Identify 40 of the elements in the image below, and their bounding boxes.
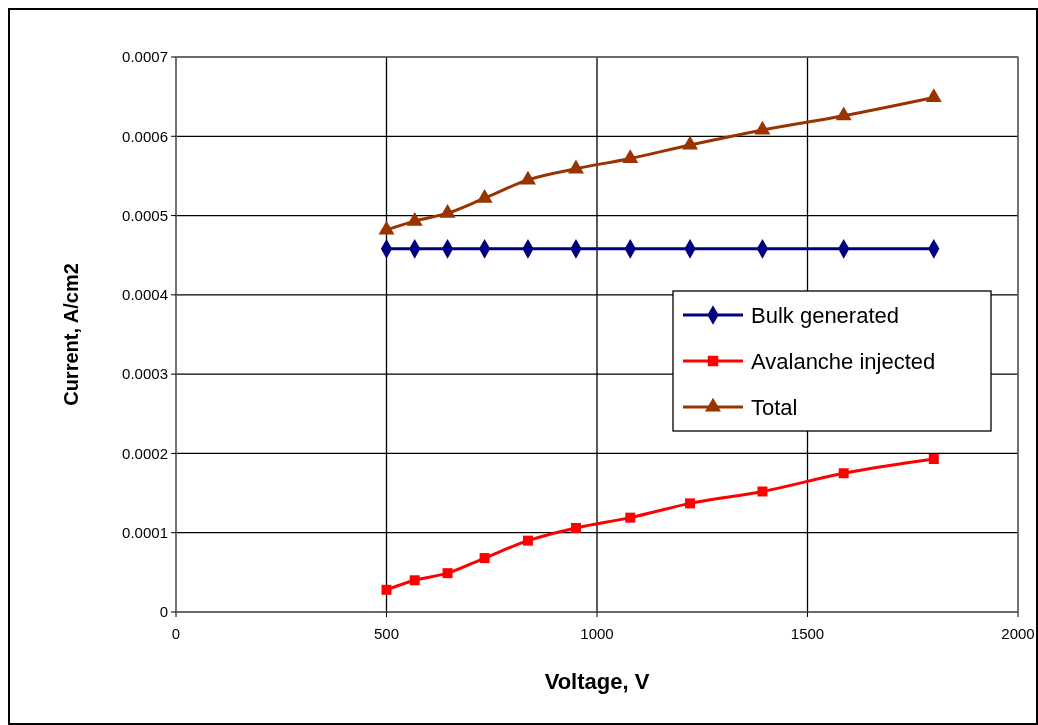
x-axis-title: Voltage, V (544, 669, 650, 694)
point (567, 159, 584, 174)
point (378, 220, 395, 235)
y-axis-title: Current, A/cm2 (60, 263, 82, 406)
point (685, 498, 696, 509)
point (570, 522, 581, 533)
x-tick-label: 1000 (580, 625, 614, 642)
y-tick-label: 0.0003 (122, 365, 168, 383)
point (406, 211, 423, 226)
point (442, 568, 453, 579)
point (409, 575, 420, 586)
y-tick-label: 0.0004 (122, 286, 168, 304)
point (625, 512, 636, 523)
point (522, 535, 533, 546)
point (439, 203, 456, 218)
point (622, 149, 639, 164)
x-tick-label: 0 (171, 625, 181, 642)
point (835, 106, 852, 121)
legend-label: Bulk generated (751, 302, 899, 328)
point (479, 553, 490, 564)
point (682, 135, 699, 150)
point (519, 170, 536, 185)
point (381, 584, 392, 595)
y-tick-label: 0.0002 (122, 444, 168, 462)
point (925, 88, 942, 103)
y-tick-label: 0 (159, 603, 168, 621)
y-tick-label: 0.0006 (122, 127, 168, 145)
x-tick-label: 2000 (1001, 625, 1035, 642)
point (476, 188, 493, 203)
y-tick-label: 0.0007 (122, 48, 168, 66)
point (757, 486, 768, 497)
legend-label: Total (751, 394, 798, 420)
y-tick-label: 0.0005 (122, 206, 168, 224)
x-tick-label: 500 (373, 625, 400, 642)
point (838, 468, 849, 479)
point (928, 453, 939, 464)
legend-label: Avalanche injected (751, 348, 936, 374)
point (754, 120, 771, 135)
y-tick-label: 0.0001 (122, 523, 168, 541)
x-tick-label: 1500 (790, 625, 825, 642)
